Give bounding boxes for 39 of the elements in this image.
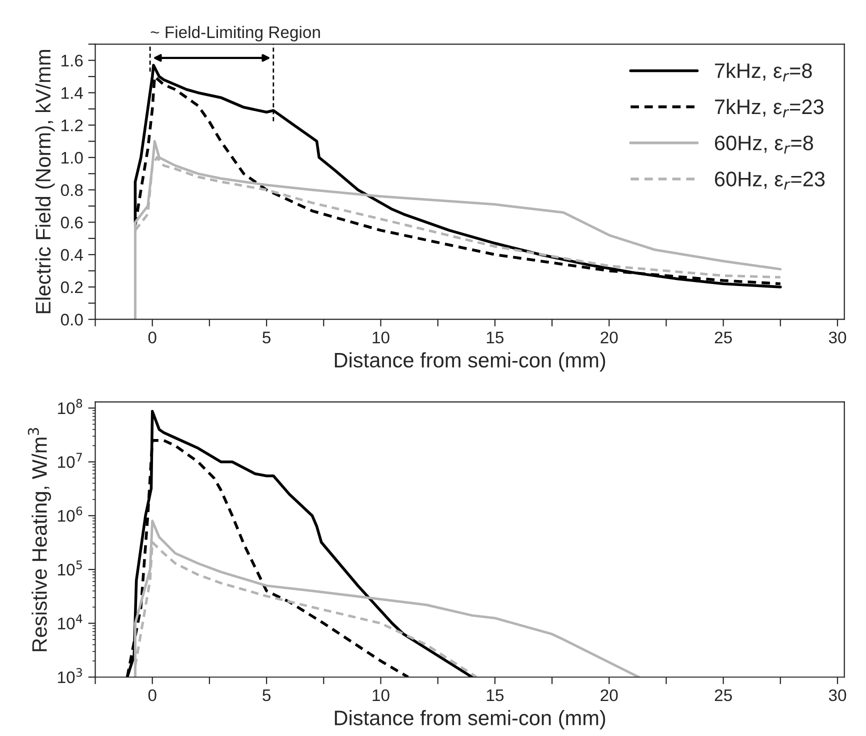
y-tick-label: 1.2 [62, 120, 83, 132]
legend-label: 7kHz, ε$_{r}$=23 [715, 98, 824, 118]
x-tick-label: 20 [600, 332, 618, 344]
x-tick-label: 30 [828, 689, 846, 702]
x-tick-label: 5 [262, 690, 270, 702]
y-tick-label: 0.4 [60, 249, 83, 261]
y-tick-label: 1.0 [62, 152, 83, 164]
y-axis-title: Electric Field (Norm), kV/mm [35, 50, 55, 314]
x-tick-label: 10 [372, 332, 390, 344]
x-tick-label: 30 [828, 332, 846, 344]
x-tick-label: 0 [148, 689, 156, 702]
x-tick-label: 15 [486, 690, 504, 702]
legend-label: 7kHz, ε$_{r}$=8 [715, 62, 812, 82]
x-tick-label: 20 [600, 689, 618, 702]
x-tick-label: 25 [714, 689, 732, 702]
y-axis-title: Resistive Heating, W/m$^{3}$ [28, 428, 52, 652]
x-tick-label: 15 [486, 332, 504, 344]
x-tick-label: 0 [148, 332, 156, 344]
line-series [134, 520, 640, 678]
y-tick-label: 1.4 [62, 87, 83, 99]
y-tick-label: 10$^{6}$ [58, 506, 82, 522]
legend-label: 60Hz, ε$_{r}$=23 [714, 172, 825, 190]
x-axis-title: Distance from semi-con (mm) [334, 352, 606, 372]
x-tick-label: 5 [262, 332, 270, 344]
y-tick-label: 0.0 [60, 314, 83, 326]
x-tick-label: 25 [714, 332, 732, 344]
x-axis-title: Distance from semi-con (mm) [334, 710, 606, 730]
y-tick-label: 1.6 [62, 54, 83, 67]
y-tick-label: 0.2 [60, 281, 83, 294]
y-tick-label: 10$^{5}$ [58, 560, 82, 576]
legend-label: 60Hz, ε$_{r}$=8 [714, 136, 814, 154]
y-tick-label: 10$^{7}$ [58, 452, 82, 468]
y-tick-label: 10$^{3}$ [58, 668, 82, 684]
y-tick-label: 0.8 [60, 184, 83, 196]
text: ~ Field-Limiting Region [150, 26, 320, 42]
y-tick-label: 0.6 [60, 216, 83, 228]
x-tick-label: 10 [372, 689, 390, 702]
y-tick-label: 10$^{4}$ [58, 614, 82, 630]
y-tick-label: 10$^{8}$ [58, 398, 82, 414]
